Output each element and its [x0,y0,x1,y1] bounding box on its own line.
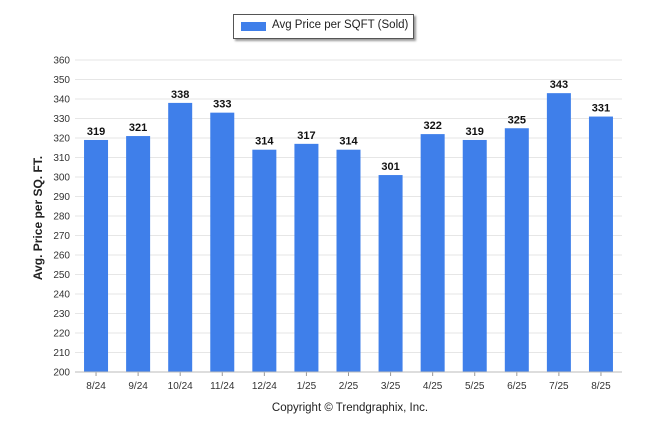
data-label: 325 [508,114,526,126]
bar [252,149,277,372]
bar [84,139,109,372]
x-tick-label: 3/25 [381,381,401,392]
x-tick-label: 6/25 [507,381,527,392]
y-tick-label: 200 [53,368,70,379]
bar [588,116,613,372]
data-label: 343 [550,79,568,91]
bar [504,128,529,372]
y-tick-label: 350 [53,75,70,86]
y-tick-label: 340 [53,95,70,106]
bar [210,112,235,373]
data-label: 319 [466,126,484,138]
x-tick-label: 11/24 [210,381,235,392]
y-tick-label: 220 [53,329,70,340]
bar [336,149,361,372]
x-tick-label: 7/25 [549,381,569,392]
legend-label: Avg Price per SQFT (Sold) [272,19,409,31]
y-tick-label: 310 [53,153,70,164]
data-label: 338 [171,89,189,101]
data-label: 322 [423,120,441,132]
legend-swatch [241,22,266,31]
y-tick-label: 260 [53,251,70,262]
bar [294,143,319,372]
copyright-text: Copyright © Trendgraphix, Inc. [271,402,429,414]
bar [168,102,193,373]
bar [378,175,403,372]
data-label: 331 [592,103,610,115]
y-tick-label: 270 [53,231,70,242]
data-label: 317 [297,130,315,142]
bar [462,139,487,372]
y-tick-label: 250 [53,270,70,281]
x-tick-label: 10/24 [168,381,193,392]
x-tick-label: 5/25 [465,381,485,392]
data-label: 321 [129,122,147,134]
data-label: 314 [255,136,274,148]
data-label: 319 [87,126,105,138]
x-tick-label: 8/24 [86,381,106,392]
x-tick-label: 8/25 [591,381,611,392]
y-tick-label: 280 [53,212,70,223]
y-tick-label: 330 [53,114,70,125]
x-tick-label: 9/24 [128,381,148,392]
bar [126,136,151,372]
bar [420,134,445,372]
y-tick-label: 210 [53,348,70,359]
x-tick-label: 1/25 [297,381,317,392]
y-tick-label: 230 [53,309,70,320]
x-tick-label: 4/25 [423,381,443,392]
data-label: 314 [339,136,358,148]
y-tick-label: 360 [53,56,70,67]
data-label: 333 [213,99,231,111]
y-tick-label: 290 [53,192,70,203]
bar [546,93,571,373]
x-tick-label: 12/24 [252,381,277,392]
y-tick-label: 320 [53,134,70,145]
legend: Avg Price per SQFT (Sold) [233,14,414,39]
data-label: 301 [381,161,399,173]
y-tick-label: 300 [53,173,70,184]
y-tick-label: 240 [53,290,70,301]
x-tick-label: 2/25 [339,381,359,392]
y-axis-title: Avg. Price per SQ. FT. [31,155,45,281]
